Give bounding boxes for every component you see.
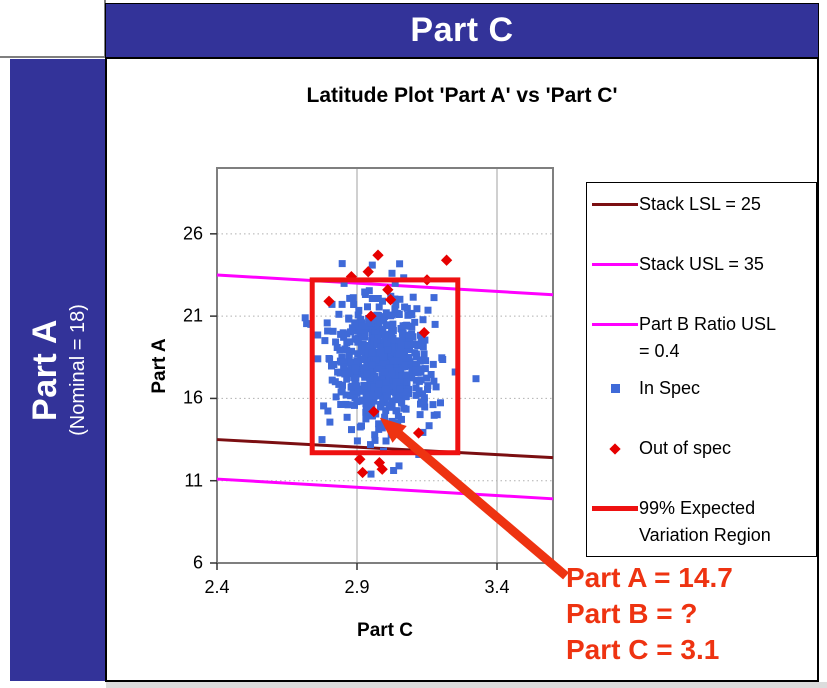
x-axis-title: Part C: [357, 620, 413, 641]
legend-entry-label-line: In Spec: [639, 378, 701, 398]
data-point-callout: Part A = 14.7 Part B = ? Part C = 3.1: [566, 560, 733, 668]
legend-line-swatch: [591, 191, 639, 218]
legend-entry: 99% Expected Variation Region: [591, 495, 771, 549]
legend-entry-label: In Spec: [639, 375, 700, 402]
legend-diamond-marker-icon: [609, 442, 621, 455]
legend-entry-label: Part B Ratio USL = 0.4: [639, 311, 776, 365]
top-banner: Part C: [105, 3, 819, 58]
y-axis-title: Part A: [149, 338, 170, 394]
legend-entry-label-line: Variation Region: [639, 525, 771, 545]
legend-diamond-marker-icon: [591, 435, 639, 462]
legend-entry-label-line: = 0.4: [639, 341, 680, 361]
y-tick-label: 21: [182, 305, 203, 326]
legend-entry: Part B Ratio USL = 0.4: [591, 311, 776, 365]
legend-entry: Stack LSL = 25: [591, 191, 761, 218]
legend-line-swatch: [592, 263, 638, 266]
legend-entry-label-line: Stack USL = 35: [639, 254, 764, 274]
left-banner: Part A (Nominal = 18): [10, 59, 105, 681]
left-banner-subtitle: (Nominal = 18): [66, 304, 89, 436]
legend-line-swatch: [591, 251, 639, 278]
legend-entry-label-line: Part B Ratio USL: [639, 314, 777, 334]
legend-entry-label: Stack LSL = 25: [639, 191, 761, 218]
x-tick-label: 2.9: [344, 577, 370, 597]
x-tick-label: 3.4: [484, 577, 510, 597]
legend-entry-label-line: Stack LSL = 25: [639, 194, 761, 214]
chart-title: Latitude Plot 'Part A' vs 'Part C': [306, 84, 618, 107]
legend-thick-line-swatch: [592, 506, 638, 511]
x-tick-label: 2.4: [204, 577, 230, 597]
legend-entry-label: Out of spec: [639, 435, 731, 462]
worksheet-cell-border-horizontal: [0, 56, 106, 58]
left-banner-rotated-text: Part A (Nominal = 18): [26, 304, 90, 436]
legend-thick-line-swatch: [591, 495, 639, 522]
legend-square-marker-icon: [591, 375, 639, 402]
chart-frame-shadow: [106, 682, 827, 688]
legend-entry-label-line: Out of spec: [639, 438, 732, 458]
y-tick-label: 6: [192, 552, 203, 573]
callout-text-line: Part A = 14.7: [566, 562, 733, 593]
top-banner-title: Part C: [410, 11, 514, 49]
legend-entry: In Spec: [591, 375, 700, 402]
legend-entry: Out of spec: [591, 435, 731, 462]
callout-text-line: Part B = ?: [566, 598, 698, 629]
legend: Stack LSL = 25 Stack USL = 35 Part B Ratio…: [586, 182, 817, 557]
y-tick-label: 26: [182, 223, 203, 244]
legend-entry-label: 99% Expected Variation Region: [639, 495, 771, 549]
callout-text-line: Part C = 3.1: [566, 634, 720, 665]
y-tick-label: 16: [182, 387, 203, 408]
legend-entry-label: Stack USL = 35: [639, 251, 764, 278]
legend-entry-label-line: 99% Expected: [639, 498, 756, 518]
left-banner-title: Part A: [25, 319, 64, 421]
legend-square-marker-icon: [610, 384, 620, 393]
legend-entry: Stack USL = 35: [591, 251, 764, 278]
legend-line-swatch: [592, 323, 638, 326]
legend-line-swatch: [592, 203, 638, 206]
legend-line-swatch: [591, 311, 639, 338]
y-tick-label: 11: [184, 470, 203, 491]
